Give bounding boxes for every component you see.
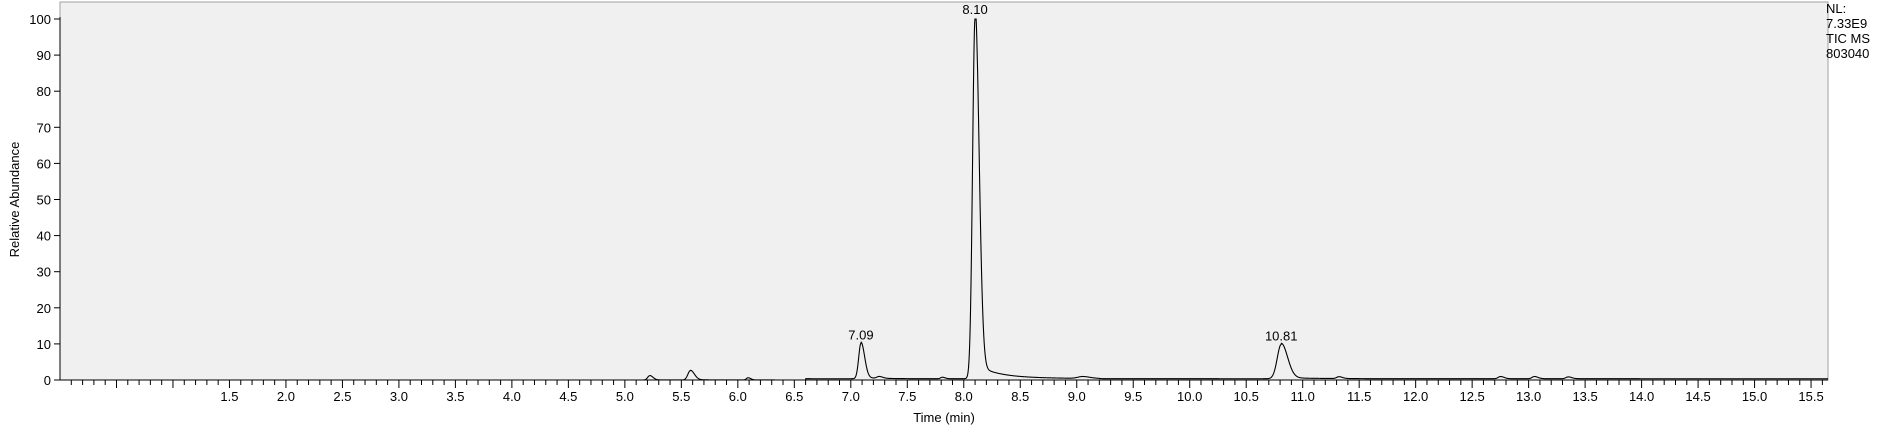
peak-label: 10.81	[1265, 329, 1298, 344]
x-tick-label: 13.5	[1572, 389, 1597, 404]
x-axis-label: Time (min)	[913, 410, 975, 425]
x-tick-label: 9.0	[1068, 389, 1086, 404]
x-tick-label: 10.5	[1234, 389, 1259, 404]
x-tick-label: 5.0	[616, 389, 634, 404]
x-tick-label: 3.5	[446, 389, 464, 404]
y-tick-label: 0	[44, 373, 51, 388]
y-tick-label: 90	[37, 48, 51, 63]
y-tick-label: 30	[37, 265, 51, 280]
x-tick-label: 7.0	[842, 389, 860, 404]
x-tick-label: 15.0	[1742, 389, 1767, 404]
file-id: 803040	[1826, 46, 1870, 61]
x-tick-label: 9.5	[1124, 389, 1142, 404]
x-tick-label: 14.5	[1685, 389, 1710, 404]
x-tick-label: 4.0	[503, 389, 521, 404]
y-tick-label: 70	[37, 120, 51, 135]
x-tick-label: 11.0	[1291, 389, 1315, 404]
x-tick-label: 2.0	[277, 389, 295, 404]
x-tick-label: 6.0	[729, 389, 747, 404]
x-tick-label: 7.5	[898, 389, 916, 404]
nl-label: NL:	[1826, 1, 1847, 16]
x-tick-label: 13.0	[1516, 389, 1541, 404]
scan-type: TIC MS	[1826, 31, 1871, 46]
y-tick-label: 10	[37, 337, 51, 352]
y-tick-label: 20	[37, 301, 51, 316]
tic-trace	[60, 18, 1828, 381]
y-tick-label: 40	[37, 229, 51, 244]
y-tick-label: 100	[29, 12, 51, 27]
x-tick-label: 6.5	[785, 389, 803, 404]
x-tick-label: 1.5	[220, 389, 238, 404]
x-tick-label: 12.0	[1403, 389, 1428, 404]
x-tick-label: 8.0	[955, 389, 973, 404]
y-axis-label: Relative Abundance	[7, 142, 22, 258]
x-tick-label: 12.5	[1459, 389, 1484, 404]
x-tick-label: 5.5	[672, 389, 690, 404]
scan-info: NL: 7.33E9 TIC MS 803040	[1826, 1, 1870, 61]
x-tick-label: 10.0	[1177, 389, 1202, 404]
y-tick-label: 80	[37, 84, 51, 99]
plot-area	[59, 1, 1829, 381]
x-tick-label: 2.5	[333, 389, 351, 404]
peak-label: 8.10	[962, 2, 987, 17]
x-tick-label: 8.5	[1011, 389, 1029, 404]
x-tick-label: 4.5	[559, 389, 577, 404]
y-tick-label: 60	[37, 156, 51, 171]
x-tick-label: 3.0	[390, 389, 408, 404]
y-tick-label: 50	[37, 193, 51, 208]
x-tick-label: 11.5	[1347, 389, 1371, 404]
x-tick-label: 14.0	[1629, 389, 1654, 404]
peak-label: 7.09	[848, 328, 873, 343]
x-tick-label: 15.5	[1798, 389, 1823, 404]
nl-value: 7.33E9	[1826, 16, 1868, 31]
